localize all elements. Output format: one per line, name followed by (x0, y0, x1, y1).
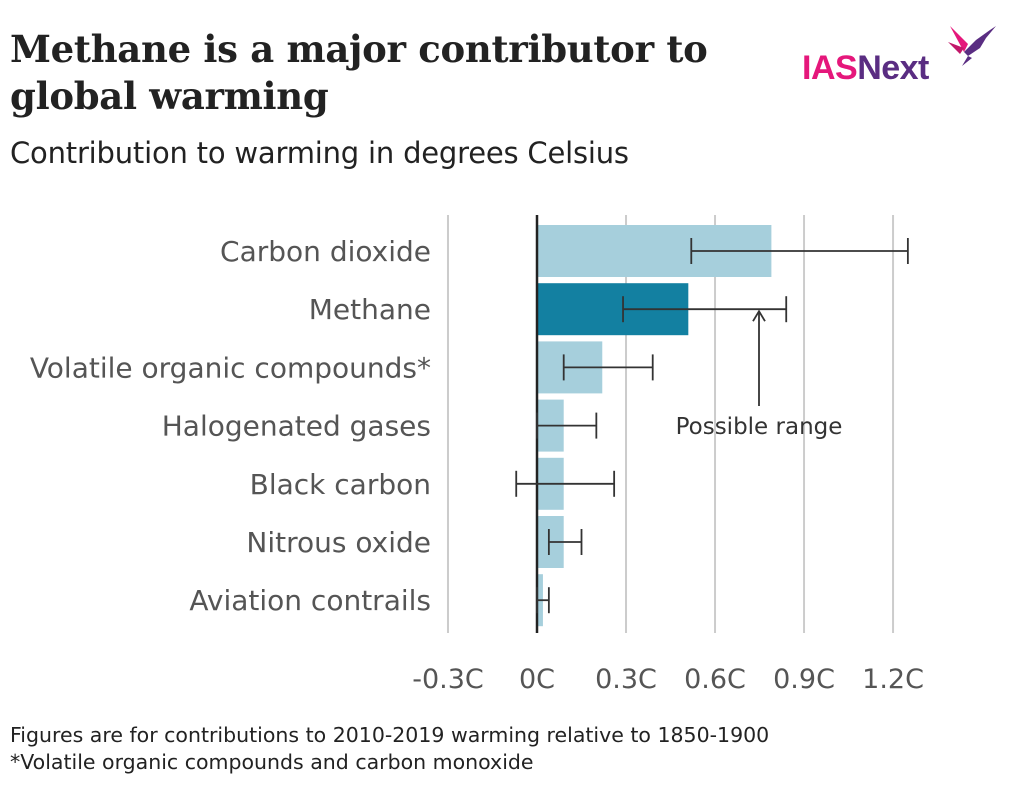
logo-text: IASNext (802, 48, 929, 88)
error-bars (515, 238, 909, 614)
bar-chart: Carbon dioxide Methane Volatile organic co… (30, 215, 924, 695)
chart-subtitle: Contribution to warming in degrees Celsi… (10, 136, 629, 170)
category-label: Carbon dioxide (220, 235, 431, 268)
category-label: Aviation contrails (189, 584, 431, 617)
footnote-line: *Volatile organic compounds and carbon m… (10, 750, 534, 774)
category-label: Methane (309, 293, 431, 326)
x-tick-label: -0.3C (412, 664, 484, 695)
logo-text-ias: IAS (802, 49, 858, 87)
x-tick-label: 0C (519, 664, 555, 695)
error-bar (562, 354, 654, 381)
annotation-arrowhead (752, 309, 766, 322)
x-tick-label: 1.2C (862, 664, 924, 695)
page-title: Methane is a major contributor to global… (10, 27, 708, 118)
category-label: Volatile organic compounds* (30, 351, 431, 384)
error-bar (536, 587, 550, 614)
category-label: Black carbon (250, 468, 431, 501)
brand-logo: IASNext (798, 22, 998, 88)
error-bar (536, 412, 598, 439)
footnote-line: Figures are for contributions to 2010-20… (10, 723, 770, 747)
x-tick-labels: -0.3C 0C 0.3C 0.6C 0.9C 1.2C (412, 664, 924, 695)
error-bar (690, 238, 909, 264)
x-tick-label: 0.3C (595, 664, 657, 695)
category-label: Nitrous oxide (246, 526, 431, 559)
error-bar (622, 296, 788, 323)
hummingbird-icon (948, 26, 996, 66)
annotation: Possible range (676, 309, 843, 440)
error-bar (515, 470, 616, 497)
category-labels: Carbon dioxide Methane Volatile organic co… (30, 235, 431, 617)
logo-text-next: Next (857, 49, 929, 87)
x-tick-label: 0.6C (684, 664, 746, 695)
annotation-label: Possible range (676, 414, 843, 440)
footnotes: Figures are for contributions to 2010-20… (10, 722, 769, 776)
x-tick-label: 0.9C (773, 664, 835, 695)
category-label: Halogenated gases (162, 410, 431, 443)
error-bar (547, 529, 583, 555)
